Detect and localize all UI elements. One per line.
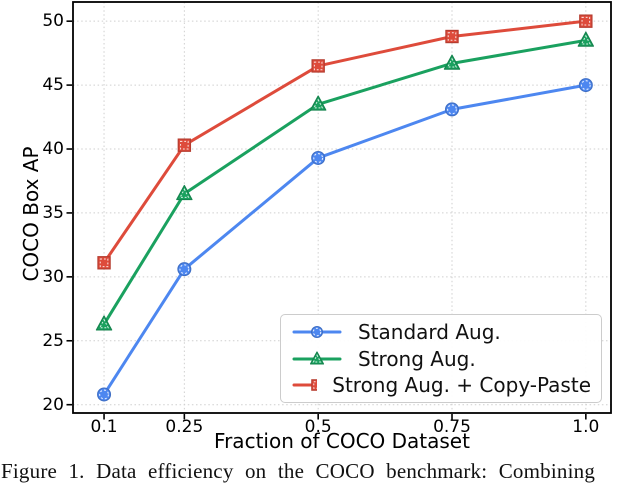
circle-marker	[310, 326, 324, 339]
series-triangle	[95, 31, 595, 331]
legend-item: Strong Aug.	[291, 347, 591, 371]
square-marker	[579, 14, 593, 28]
x-tick-label: 1.0	[572, 417, 600, 437]
square-marker	[97, 256, 111, 270]
y-tick-label: 40	[42, 139, 64, 159]
triangle-marker	[95, 315, 113, 331]
triangle-marker	[443, 54, 461, 70]
y-tick-label: 50	[42, 11, 64, 32]
y-tick-label: 35	[42, 202, 64, 223]
legend-item: Standard Aug.	[291, 320, 591, 344]
circle-marker	[445, 102, 460, 117]
x-tick-label: 0.5	[304, 417, 332, 437]
triangle-marker	[577, 31, 595, 47]
y-tick-label: 25	[42, 330, 64, 351]
series-circle	[97, 78, 593, 402]
y-tick-label: 20	[42, 394, 64, 415]
y-tick-label: 45	[42, 75, 64, 96]
legend: Standard Aug. Strong Aug. Strong Aug. + Co…	[280, 314, 602, 403]
legend-circle-sample	[292, 326, 342, 339]
circle-marker	[578, 78, 593, 93]
circle-marker	[177, 262, 192, 277]
x-tick-label: 0.75	[433, 417, 471, 437]
series-square	[97, 14, 593, 270]
square-marker	[311, 59, 325, 73]
circle-marker	[311, 150, 326, 165]
square-marker	[311, 378, 318, 391]
legend-label: Strong Aug.	[358, 346, 476, 371]
circle-marker	[97, 387, 112, 402]
y-axis-label: COCO Box AP	[19, 146, 43, 282]
triangle-marker	[176, 184, 193, 201]
x-tick-label: 0.1	[90, 417, 118, 437]
figure-caption: Figure 1. Data efficiency on the COCO be…	[1, 459, 596, 483]
square-marker	[177, 138, 192, 152]
legend-label: Strong Aug. + Copy-Paste	[332, 372, 591, 397]
legend-square-sample	[292, 378, 318, 391]
triangle-marker	[309, 350, 325, 365]
y-tick-label: 30	[42, 266, 64, 287]
axes-box	[72, 1, 612, 414]
legend-triangle-sample	[292, 350, 342, 365]
series-line	[102, 19, 588, 265]
legend-label: Standard Aug.	[358, 320, 501, 345]
legend-item: Strong Aug. + Copy-Paste	[291, 373, 591, 397]
x-tick-label: 0.25	[165, 417, 204, 437]
x-axis-label: Fraction of COCO Dataset	[214, 429, 470, 453]
square-marker	[445, 29, 459, 44]
triangle-marker	[309, 95, 327, 111]
